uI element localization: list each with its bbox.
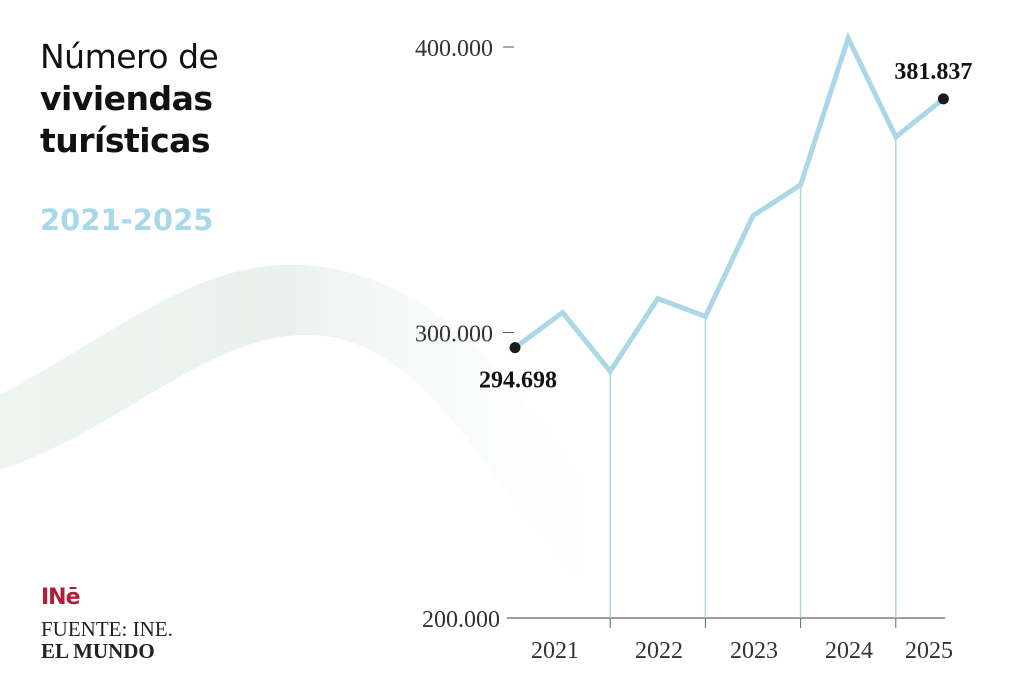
data-label: 381.837 — [894, 59, 972, 85]
y-tick-label: 400.000 — [415, 36, 493, 62]
ine-logo: INē — [41, 585, 81, 610]
annotation-dot — [937, 93, 949, 105]
y-tick-label: 300.000 — [415, 322, 493, 348]
x-tick-label: 2021 — [531, 638, 579, 664]
series-line — [513, 31, 945, 376]
x-tick-label: 2024 — [825, 638, 873, 664]
x-tick-label: 2023 — [730, 638, 778, 664]
period-label: 2021-2025 — [40, 203, 214, 237]
x-tick-label: 2022 — [635, 638, 683, 664]
title-line-3: turísticas — [40, 121, 211, 160]
source-text: FUENTE: INE. — [41, 617, 173, 641]
chart-title: Número de viviendas turísticas — [40, 36, 219, 162]
title-line-1: Número de — [40, 37, 219, 76]
y-tick-label: 200.000 — [422, 607, 500, 633]
data-label: 294.698 — [479, 368, 557, 394]
source-block: FUENTE: INE. EL MUNDO — [41, 618, 173, 662]
annotation-dot — [509, 342, 521, 354]
title-line-2: viviendas — [40, 79, 213, 118]
x-tick-label: 2025 — [905, 638, 953, 664]
publisher-text: EL MUNDO — [41, 639, 155, 663]
